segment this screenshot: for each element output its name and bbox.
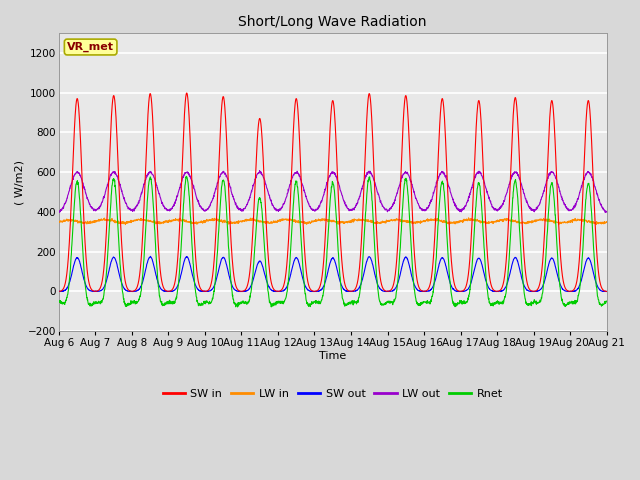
X-axis label: Time: Time <box>319 351 346 361</box>
Title: Short/Long Wave Radiation: Short/Long Wave Radiation <box>239 15 427 29</box>
Text: VR_met: VR_met <box>67 42 114 52</box>
Y-axis label: ( W/m2): ( W/m2) <box>15 160 25 204</box>
Legend: SW in, LW in, SW out, LW out, Rnet: SW in, LW in, SW out, LW out, Rnet <box>158 384 508 403</box>
